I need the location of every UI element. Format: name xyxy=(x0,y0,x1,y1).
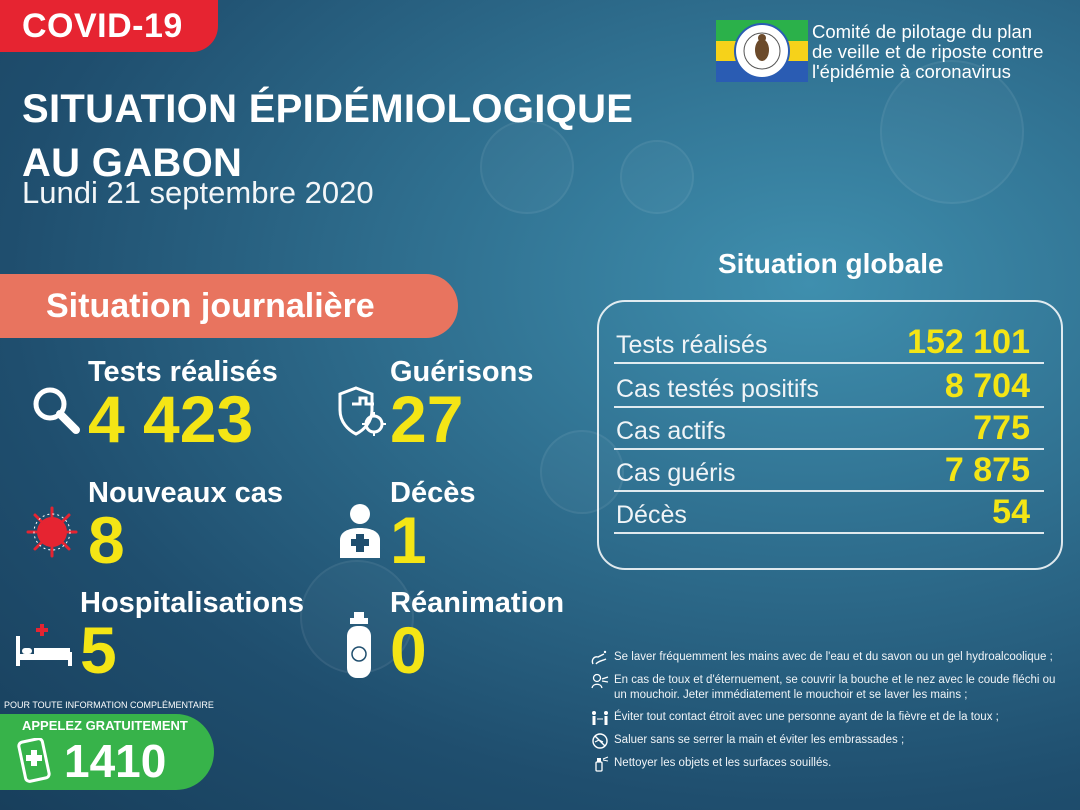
gabon-coat-of-arms-logo xyxy=(716,20,808,82)
global-row-label: Cas guéris xyxy=(616,459,736,487)
stat-hospitalizations: Hospitalisations 5 xyxy=(80,587,304,687)
tip-item: En cas de toux et d'éternuement, se couv… xyxy=(590,673,1068,703)
background-virus-cell xyxy=(620,140,694,214)
committee-line: de veille et de riposte contre xyxy=(812,41,1044,62)
global-row-value: 152 101 xyxy=(907,323,1030,361)
committee-line: l'épidémie à coronavirus xyxy=(812,61,1011,82)
global-row-value: 54 xyxy=(992,493,1030,531)
hotline-number[interactable]: 1410 xyxy=(64,735,167,787)
tip-text: Se laver fréquemment les mains avec de l… xyxy=(614,651,1053,663)
cough-icon xyxy=(591,673,609,689)
tip-item: Se laver fréquemment les mains avec de l… xyxy=(590,650,1068,666)
stat-value: 8 xyxy=(88,503,125,577)
global-situation-box xyxy=(597,300,1063,570)
global-row: Cas actifs 775 xyxy=(614,408,1044,450)
stat-label: Nouveaux cas xyxy=(88,477,284,509)
info-note: POUR TOUTE INFORMATION COMPLÉMENTAIRE xyxy=(4,700,214,710)
stat-label: Hospitalisations xyxy=(80,587,304,619)
magnifier-icon xyxy=(33,387,80,434)
daily-situation-heading: Situation journalière xyxy=(0,274,458,338)
phone-medical-icon xyxy=(17,738,51,783)
stat-tests: Tests réalisés 4 423 xyxy=(88,356,278,456)
oxygen-tank-icon xyxy=(347,612,371,678)
global-row-value: 775 xyxy=(973,409,1030,447)
stat-label: Guérisons xyxy=(390,356,534,388)
global-row-label: Cas testés positifs xyxy=(616,375,819,403)
committee-name: Comité de pilotage du plan de veille et … xyxy=(812,22,1072,82)
global-row-value: 8 704 xyxy=(944,367,1030,405)
global-row: Cas guéris 7 875 xyxy=(614,450,1044,492)
global-row-label: Cas actifs xyxy=(616,417,726,445)
stat-value: 1 xyxy=(390,503,427,577)
hotline-banner[interactable]: APPELEZ GRATUITEMENT 1410 xyxy=(0,714,214,790)
virus-icon xyxy=(26,506,78,558)
hotline-call-label: APPELEZ GRATUITEMENT xyxy=(22,718,188,733)
stat-icu: Réanimation 0 xyxy=(390,587,565,687)
tip-item: Éviter tout contact étroit avec une pers… xyxy=(590,710,1068,726)
distance-icon xyxy=(592,711,608,725)
prevention-tips: Se laver fréquemment les mains avec de l… xyxy=(590,650,1068,779)
stat-new-cases: Nouveaux cas 8 xyxy=(88,477,284,577)
global-row: Cas testés positifs 8 704 xyxy=(614,366,1044,408)
tip-item: Saluer sans se serrer la main et éviter … xyxy=(590,733,1068,749)
no-handshake-icon xyxy=(592,733,608,749)
handwash-icon xyxy=(591,650,607,665)
global-row: Décès 54 xyxy=(614,492,1044,534)
background-virus-cell xyxy=(880,60,1024,204)
hospital-bed-icon xyxy=(16,624,72,666)
stat-value: 0 xyxy=(390,613,427,687)
background-virus-cell xyxy=(540,430,624,514)
global-row-label: Tests réalisés xyxy=(616,331,768,359)
report-date: Lundi 21 septembre 2020 xyxy=(22,175,374,210)
tip-text: Nettoyer les objets et les surfaces soui… xyxy=(614,757,832,769)
stat-deaths: Décès 1 xyxy=(390,477,476,577)
shield-virus-icon xyxy=(338,386,386,436)
stat-label: Réanimation xyxy=(390,587,565,619)
person-cross-icon xyxy=(340,504,380,558)
stat-value: 5 xyxy=(80,613,117,687)
page-title: SITUATION ÉPIDÉMIOLOGIQUE AU GABON xyxy=(22,82,633,190)
tip-text: Éviter tout contact étroit avec une pers… xyxy=(614,711,999,723)
global-row-label: Décès xyxy=(616,501,687,529)
stat-recoveries: Guérisons 27 xyxy=(390,356,534,456)
global-situation-heading: Situation globale xyxy=(718,248,944,279)
tip-text: Saluer sans se serrer la main et éviter … xyxy=(614,734,905,746)
committee-line: Comité de pilotage du plan xyxy=(812,21,1033,42)
spray-icon xyxy=(595,756,609,772)
page-title-line: AU GABON xyxy=(22,141,243,185)
covid-badge: COVID-19 xyxy=(0,0,218,52)
page-title-line: SITUATION ÉPIDÉMIOLOGIQUE xyxy=(22,87,634,131)
tip-text: En cas de toux et d'éternuement, se couv… xyxy=(614,674,1056,701)
global-row-value: 7 875 xyxy=(944,451,1030,489)
stat-label: Décès xyxy=(390,477,476,509)
stat-value: 27 xyxy=(390,382,464,456)
background-virus-cell xyxy=(480,120,574,214)
global-row: Tests réalisés 152 101 xyxy=(614,322,1044,364)
stat-label: Tests réalisés xyxy=(88,356,278,388)
tip-item: Nettoyer les objets et les surfaces soui… xyxy=(590,756,1068,772)
stat-value: 4 423 xyxy=(88,382,254,456)
